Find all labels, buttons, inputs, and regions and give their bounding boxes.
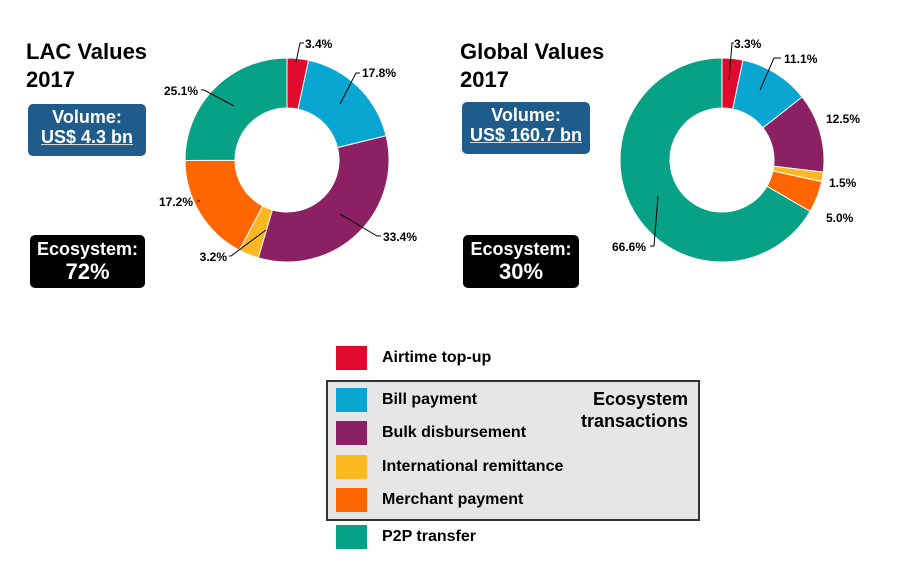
global-leader-bill — [759, 57, 781, 91]
global-value-label-bulk: 12.5% — [826, 112, 860, 126]
ecosystem-caption: Ecosystem transactions — [560, 388, 688, 432]
ecosystem-caption-line2: transactions — [580, 411, 688, 431]
global-value-label-merchant: 5.0% — [826, 211, 854, 225]
lac-volume-value: US$ 4.3 bn — [40, 127, 134, 147]
lac-value-label-remit: 3.2% — [200, 250, 228, 264]
global-volume-value: US$ 160.7 bn — [469, 125, 583, 145]
lac-ecosystem-box: Ecosystem: 72% — [30, 235, 145, 288]
lac-value-label-bulk: 33.4% — [383, 230, 417, 244]
lac-leader-airtime — [295, 42, 304, 63]
lac-leader-p2p — [201, 89, 235, 107]
legend-label-remit: International remittance — [382, 458, 564, 475]
legend-label-airtime: Airtime top-up — [382, 349, 492, 366]
global-title-line1: Global Values — [460, 39, 605, 64]
lac-title-line2: 2017 — [26, 67, 75, 92]
lac-slice-p2p — [184, 57, 288, 161]
lac-value-label-p2p: 25.1% — [164, 84, 198, 98]
global-value-label-bill: 11.1% — [784, 52, 818, 66]
lac-volume-box: Volume: US$ 4.3 bn — [28, 104, 146, 156]
legend-swatch-airtime — [336, 346, 367, 370]
global-ecosystem-box: Ecosystem: 30% — [463, 235, 579, 288]
lac-value-label-bill: 17.8% — [362, 66, 396, 80]
legend-label-bill: Bill payment — [382, 391, 478, 408]
global-value-label-airtime: 3.3% — [734, 37, 762, 51]
legend-label-p2p: P2P transfer — [382, 528, 476, 545]
lac-value-label-airtime: 3.4% — [305, 37, 333, 51]
global-title: Global Values 2017 — [460, 38, 604, 94]
lac-leader-bill — [339, 72, 360, 105]
legend-label-merchant: Merchant payment — [382, 491, 524, 508]
global-slice-p2p — [619, 57, 811, 263]
global-ecosystem-value: 30% — [498, 259, 544, 284]
ecosystem-group-frame — [326, 380, 700, 521]
lac-leader-remit — [229, 229, 267, 257]
legend-swatch-p2p — [336, 525, 367, 549]
lac-title: LAC Values 2017 — [26, 38, 147, 94]
legend-label-bulk: Bulk disbursement — [382, 424, 527, 441]
lac-ecosystem-value: 72% — [65, 259, 110, 284]
lac-leader-bulk — [339, 213, 381, 237]
global-value-label-remit: 1.5% — [829, 176, 857, 190]
legend-swatch-merchant — [336, 488, 367, 512]
lac-title-line1: LAC Values — [26, 39, 148, 64]
ecosystem-caption-line1: Ecosystem — [592, 389, 688, 409]
legend-swatch-bulk — [336, 421, 367, 445]
legend-swatch-bill — [336, 388, 367, 412]
lac-value-label-merchant: 17.2% — [159, 195, 193, 209]
global-volume-label: Volume: — [491, 105, 561, 125]
global-leader-airtime — [728, 42, 734, 81]
legend-swatch-remit — [336, 455, 367, 479]
global-volume-box: Volume: US$ 160.7 bn — [462, 102, 590, 154]
global-title-line2: 2017 — [460, 67, 509, 92]
lac-volume-label: Volume: — [52, 107, 122, 127]
lac-slice-bulk — [257, 135, 390, 263]
lac-ecosystem-label: Ecosystem: — [36, 239, 139, 259]
global-leader-p2p — [650, 195, 659, 247]
global-value-label-p2p: 66.6% — [612, 240, 646, 254]
global-ecosystem-label: Ecosystem: — [470, 239, 572, 259]
